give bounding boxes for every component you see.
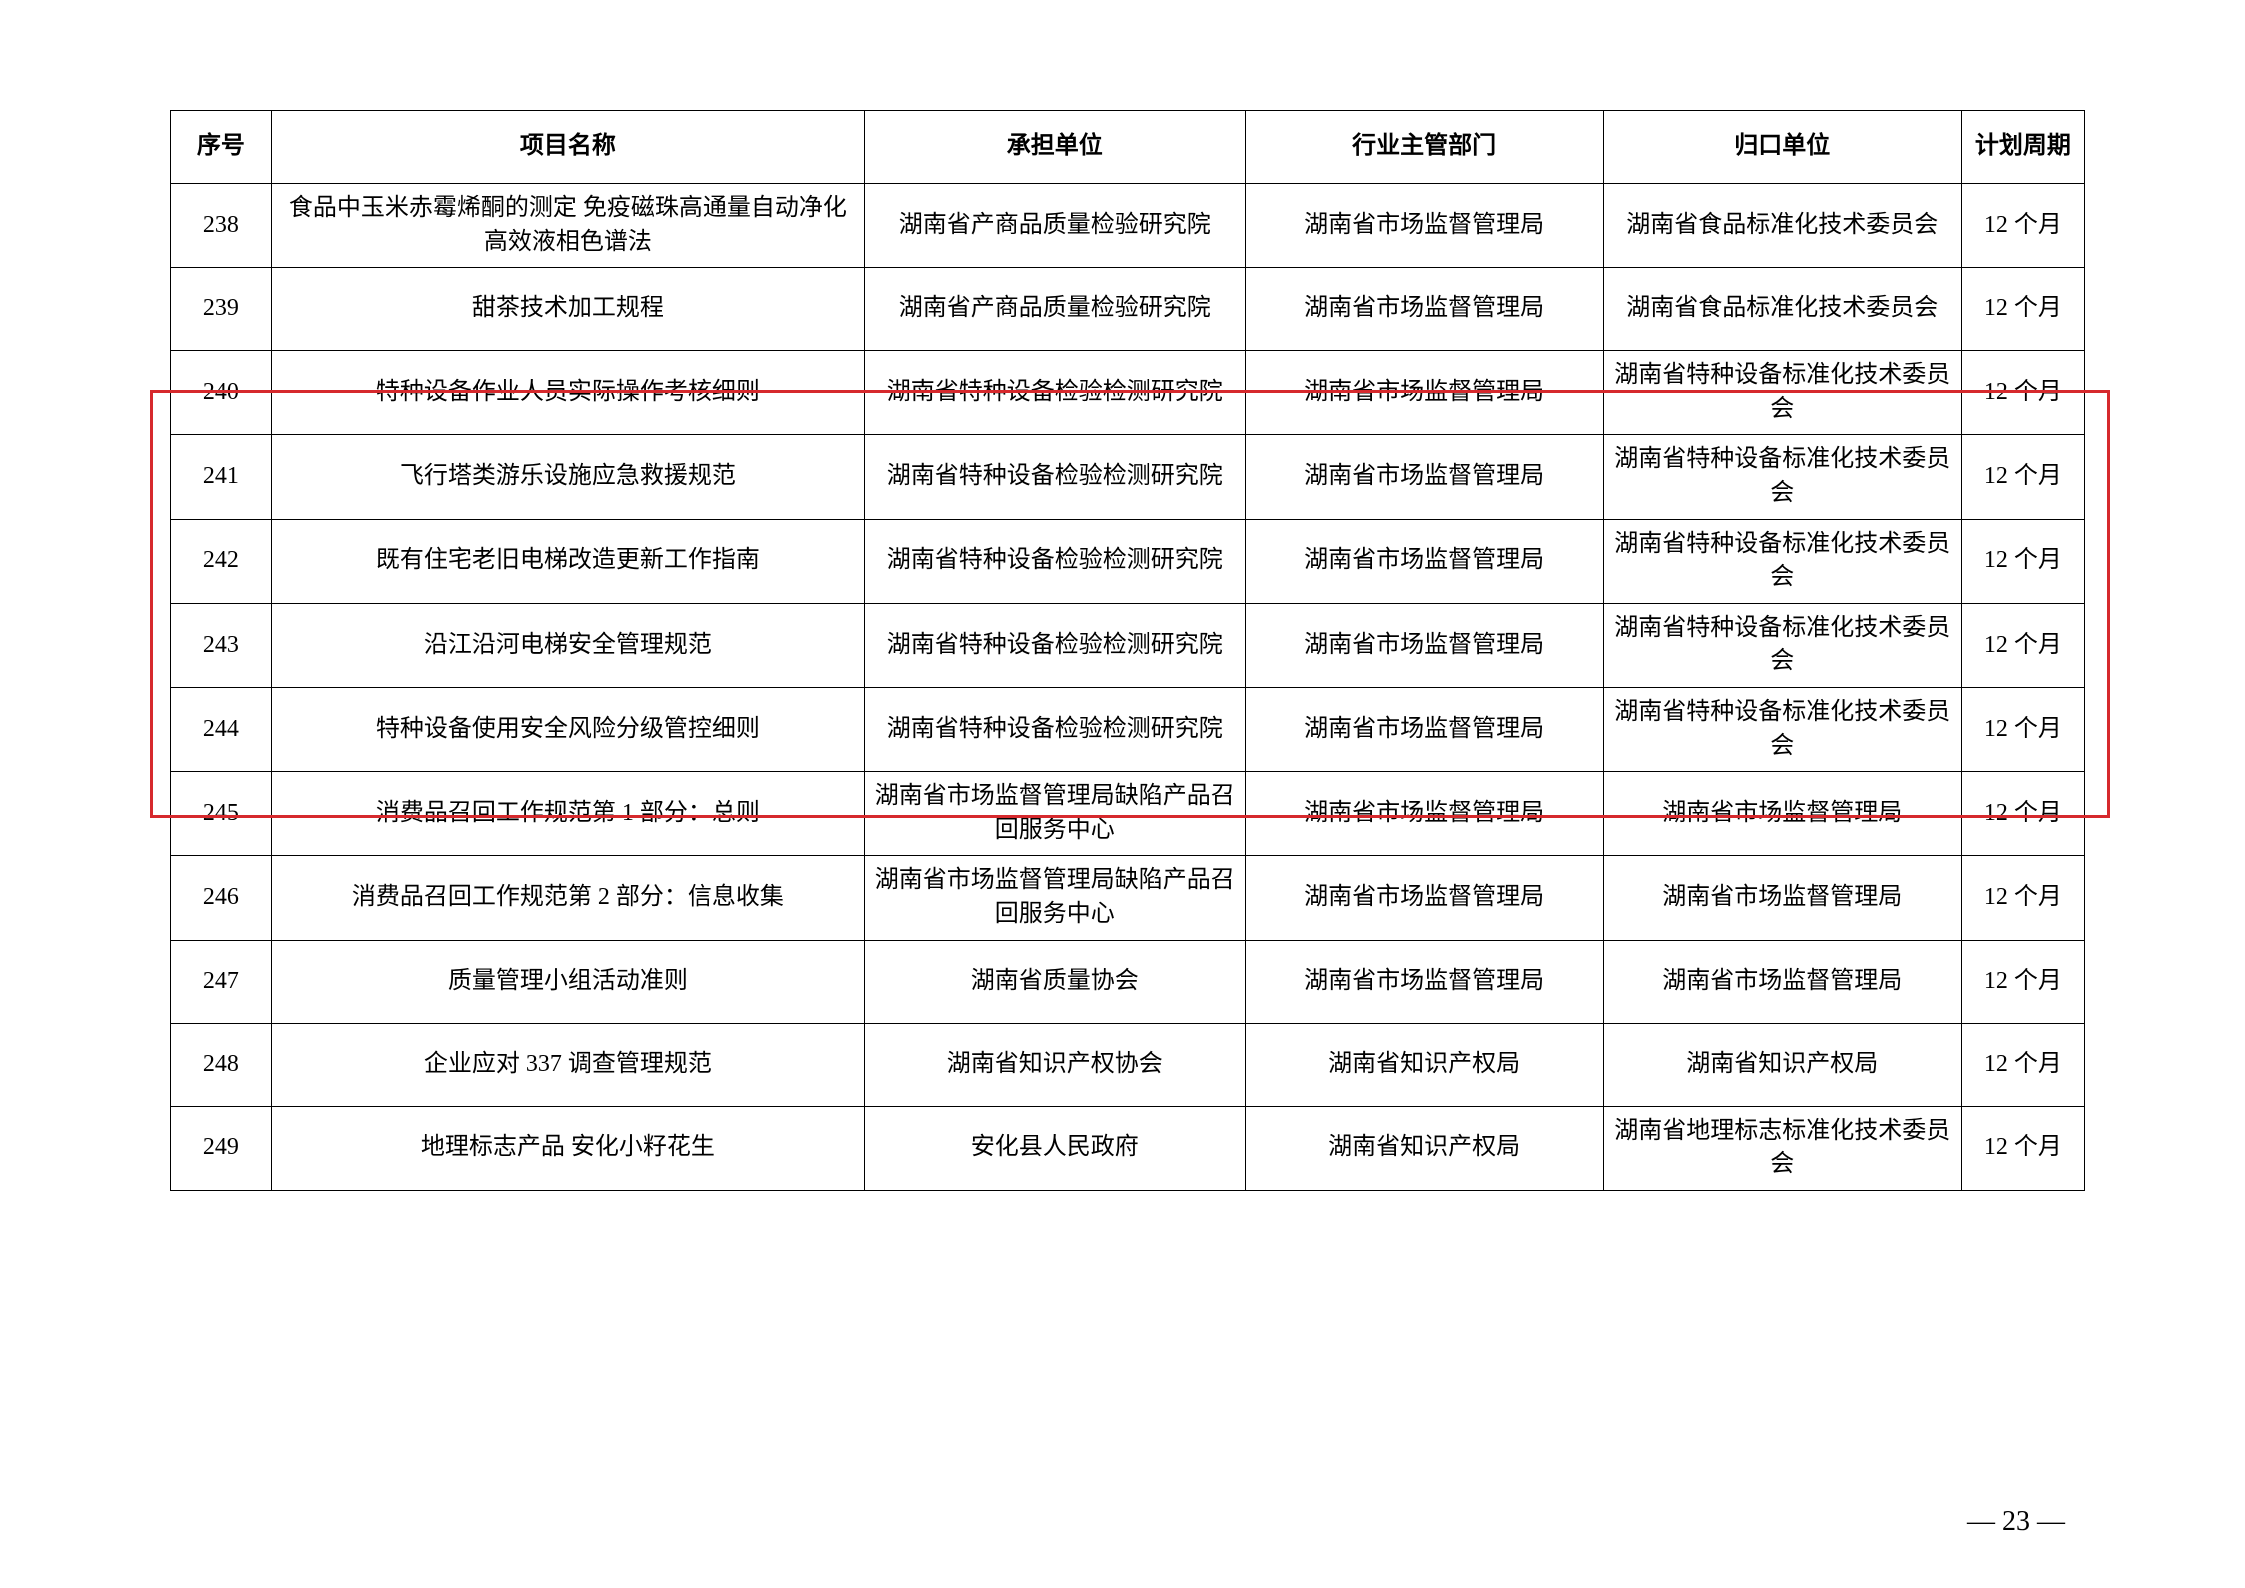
cell-org: 安化县人民政府 [864,1106,1245,1190]
cell-cycle: 12 个月 [1961,351,2084,435]
cell-cycle: 12 个月 [1961,856,2084,940]
table-row: 246 消费品召回工作规范第 2 部分：信息收集 湖南省市场监督管理局缺陷产品召… [171,856,2085,940]
cell-dept: 湖南省市场监督管理局 [1245,184,1603,268]
col-header-cycle: 计划周期 [1961,111,2084,184]
cell-org: 湖南省特种设备检验检测研究院 [864,603,1245,687]
page-number: — 23 — [1967,1506,2065,1538]
cell-name: 质量管理小组活动准则 [271,940,864,1023]
cell-cycle: 12 个月 [1961,603,2084,687]
cell-cycle: 12 个月 [1961,184,2084,268]
cell-name: 消费品召回工作规范第 2 部分：信息收集 [271,856,864,940]
cell-unit: 湖南省市场监督管理局 [1603,940,1961,1023]
cell-name: 特种设备使用安全风险分级管控细则 [271,687,864,771]
col-header-unit: 归口单位 [1603,111,1961,184]
cell-unit: 湖南省特种设备标准化技术委员会 [1603,687,1961,771]
table-row: 242 既有住宅老旧电梯改造更新工作指南 湖南省特种设备检验检测研究院 湖南省市… [171,519,2085,603]
cell-dept: 湖南省市场监督管理局 [1245,603,1603,687]
col-header-seq: 序号 [171,111,272,184]
cell-seq: 242 [171,519,272,603]
table-body: 238 食品中玉米赤霉烯酮的测定 免疫磁珠高通量自动净化 高效液相色谱法 湖南省… [171,184,2085,1191]
cell-seq: 241 [171,435,272,519]
cell-dept: 湖南省市场监督管理局 [1245,687,1603,771]
cell-org: 湖南省特种设备检验检测研究院 [864,435,1245,519]
col-header-dept: 行业主管部门 [1245,111,1603,184]
table-row: 249 地理标志产品 安化小籽花生 安化县人民政府 湖南省知识产权局 湖南省地理… [171,1106,2085,1190]
table-row: 241 飞行塔类游乐设施应急救援规范 湖南省特种设备检验检测研究院 湖南省市场监… [171,435,2085,519]
cell-name: 消费品召回工作规范第 1 部分：总则 [271,772,864,856]
cell-cycle: 12 个月 [1961,687,2084,771]
cell-dept: 湖南省知识产权局 [1245,1023,1603,1106]
cell-seq: 239 [171,268,272,351]
cell-unit: 湖南省食品标准化技术委员会 [1603,268,1961,351]
cell-org: 湖南省特种设备检验检测研究院 [864,519,1245,603]
cell-unit: 湖南省知识产权局 [1603,1023,1961,1106]
cell-unit: 湖南省特种设备标准化技术委员会 [1603,435,1961,519]
cell-cycle: 12 个月 [1961,519,2084,603]
table-row: 245 消费品召回工作规范第 1 部分：总则 湖南省市场监督管理局缺陷产品召回服… [171,772,2085,856]
table-row: 239 甜茶技术加工规程 湖南省产商品质量检验研究院 湖南省市场监督管理局 湖南… [171,268,2085,351]
cell-org: 湖南省产商品质量检验研究院 [864,268,1245,351]
cell-org: 湖南省市场监督管理局缺陷产品召回服务中心 [864,772,1245,856]
cell-cycle: 12 个月 [1961,435,2084,519]
cell-cycle: 12 个月 [1961,772,2084,856]
table-header-row: 序号 项目名称 承担单位 行业主管部门 归口单位 计划周期 [171,111,2085,184]
cell-name: 甜茶技术加工规程 [271,268,864,351]
table-row: 247 质量管理小组活动准则 湖南省质量协会 湖南省市场监督管理局 湖南省市场监… [171,940,2085,1023]
cell-name: 特种设备作业人员实际操作考核细则 [271,351,864,435]
cell-org: 湖南省特种设备检验检测研究院 [864,687,1245,771]
standards-table: 序号 项目名称 承担单位 行业主管部门 归口单位 计划周期 238 食品中玉米赤… [170,110,2085,1191]
table-row: 240 特种设备作业人员实际操作考核细则 湖南省特种设备检验检测研究院 湖南省市… [171,351,2085,435]
cell-seq: 249 [171,1106,272,1190]
cell-seq: 248 [171,1023,272,1106]
cell-name: 食品中玉米赤霉烯酮的测定 免疫磁珠高通量自动净化 高效液相色谱法 [271,184,864,268]
cell-seq: 244 [171,687,272,771]
cell-cycle: 12 个月 [1961,1023,2084,1106]
cell-cycle: 12 个月 [1961,268,2084,351]
table-row: 244 特种设备使用安全风险分级管控细则 湖南省特种设备检验检测研究院 湖南省市… [171,687,2085,771]
table-row: 243 沿江沿河电梯安全管理规范 湖南省特种设备检验检测研究院 湖南省市场监督管… [171,603,2085,687]
cell-org: 湖南省质量协会 [864,940,1245,1023]
cell-seq: 245 [171,772,272,856]
cell-dept: 湖南省市场监督管理局 [1245,940,1603,1023]
cell-seq: 240 [171,351,272,435]
cell-unit: 湖南省食品标准化技术委员会 [1603,184,1961,268]
table-row: 248 企业应对 337 调查管理规范 湖南省知识产权协会 湖南省知识产权局 湖… [171,1023,2085,1106]
table-row: 238 食品中玉米赤霉烯酮的测定 免疫磁珠高通量自动净化 高效液相色谱法 湖南省… [171,184,2085,268]
cell-unit: 湖南省市场监督管理局 [1603,772,1961,856]
cell-dept: 湖南省市场监督管理局 [1245,435,1603,519]
cell-unit: 湖南省特种设备标准化技术委员会 [1603,519,1961,603]
cell-org: 湖南省特种设备检验检测研究院 [864,351,1245,435]
col-header-org: 承担单位 [864,111,1245,184]
cell-name: 沿江沿河电梯安全管理规范 [271,603,864,687]
cell-name: 飞行塔类游乐设施应急救援规范 [271,435,864,519]
cell-name: 企业应对 337 调查管理规范 [271,1023,864,1106]
cell-dept: 湖南省市场监督管理局 [1245,772,1603,856]
cell-org: 湖南省产商品质量检验研究院 [864,184,1245,268]
col-header-name: 项目名称 [271,111,864,184]
cell-unit: 湖南省市场监督管理局 [1603,856,1961,940]
cell-org: 湖南省知识产权协会 [864,1023,1245,1106]
cell-seq: 247 [171,940,272,1023]
cell-dept: 湖南省市场监督管理局 [1245,351,1603,435]
cell-dept: 湖南省市场监督管理局 [1245,856,1603,940]
cell-unit: 湖南省特种设备标准化技术委员会 [1603,603,1961,687]
cell-name: 既有住宅老旧电梯改造更新工作指南 [271,519,864,603]
cell-org: 湖南省市场监督管理局缺陷产品召回服务中心 [864,856,1245,940]
cell-dept: 湖南省市场监督管理局 [1245,268,1603,351]
cell-seq: 238 [171,184,272,268]
cell-name: 地理标志产品 安化小籽花生 [271,1106,864,1190]
cell-dept: 湖南省市场监督管理局 [1245,519,1603,603]
cell-seq: 243 [171,603,272,687]
cell-dept: 湖南省知识产权局 [1245,1106,1603,1190]
document-page: 序号 项目名称 承担单位 行业主管部门 归口单位 计划周期 238 食品中玉米赤… [0,0,2245,1588]
cell-cycle: 12 个月 [1961,1106,2084,1190]
cell-seq: 246 [171,856,272,940]
cell-unit: 湖南省特种设备标准化技术委员会 [1603,351,1961,435]
cell-cycle: 12 个月 [1961,940,2084,1023]
cell-unit: 湖南省地理标志标准化技术委员会 [1603,1106,1961,1190]
